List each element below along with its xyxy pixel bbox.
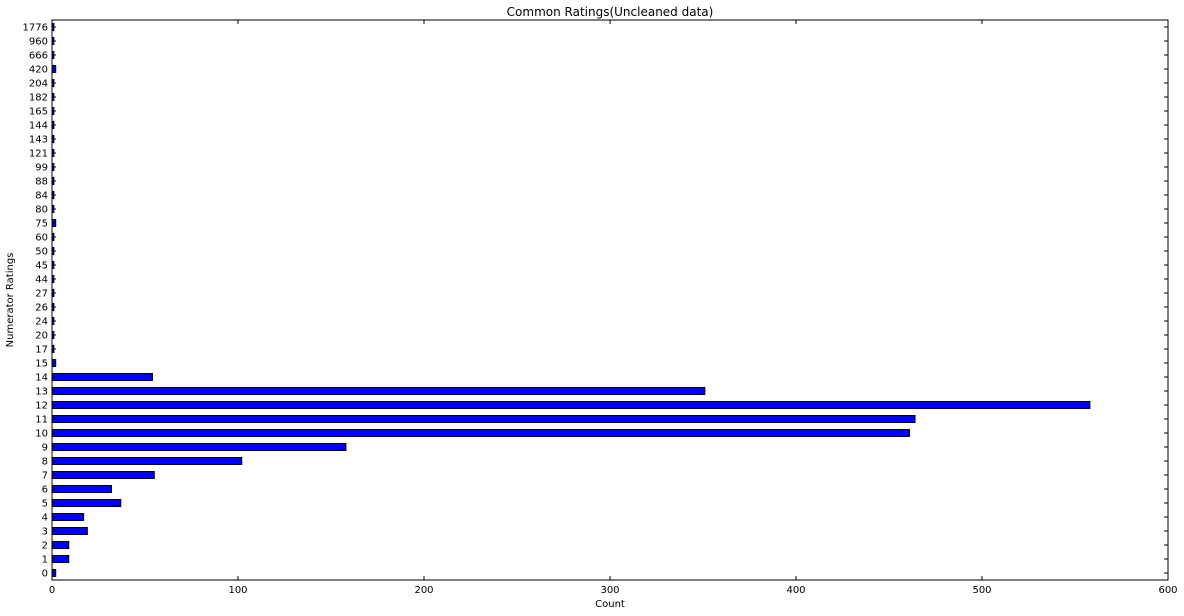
bar-14 [51, 373, 153, 381]
y-axis-ticks: 0123456789101112131415172024262744455060… [23, 23, 1168, 580]
y-tick-label-6: 6 [42, 485, 48, 496]
y-tick-label-960: 960 [29, 37, 48, 48]
bar-13 [51, 387, 706, 395]
y-tick-label-60: 60 [35, 233, 48, 244]
y-tick-label-2: 2 [42, 541, 48, 552]
y-tick-label-9: 9 [42, 443, 48, 454]
x-tick-label-500: 500 [972, 585, 991, 596]
chart-title: Common Ratings(Uncleaned data) [507, 5, 714, 19]
y-tick-label-50: 50 [35, 247, 48, 258]
y-tick-label-3: 3 [42, 527, 48, 538]
y-tick-label-13: 13 [35, 387, 48, 398]
x-tick-label-300: 300 [600, 585, 619, 596]
y-axis-label: Numerator Ratings [5, 253, 16, 348]
y-tick-label-4: 4 [42, 513, 48, 524]
y-tick-label-121: 121 [29, 149, 48, 160]
x-tick-label-200: 200 [414, 585, 433, 596]
y-tick-label-12: 12 [35, 401, 48, 412]
y-tick-label-20: 20 [35, 331, 48, 342]
y-tick-label-204: 204 [29, 79, 48, 90]
bar-11 [51, 415, 916, 423]
y-tick-label-8: 8 [42, 457, 48, 468]
bar-9 [51, 443, 347, 451]
bar-3 [51, 527, 88, 535]
y-tick-label-144: 144 [29, 121, 48, 132]
plot-frame [51, 19, 1169, 581]
y-tick-label-666: 666 [29, 51, 48, 62]
bar-5 [51, 499, 122, 507]
bar-7 [51, 471, 155, 479]
x-tick-label-100: 100 [228, 585, 247, 596]
y-tick-label-420: 420 [29, 65, 48, 76]
bar-6 [51, 485, 113, 493]
y-tick-label-44: 44 [35, 275, 48, 286]
x-axis-label: Count [595, 599, 625, 610]
y-tick-label-24: 24 [35, 317, 48, 328]
bar-4 [51, 513, 85, 521]
y-tick-label-10: 10 [35, 429, 48, 440]
y-tick-label-11: 11 [35, 415, 48, 426]
bar-10 [51, 429, 910, 437]
bar-8 [51, 457, 243, 465]
plot-background [52, 20, 1168, 580]
x-tick-label-0: 0 [49, 585, 55, 596]
y-tick-label-45: 45 [35, 261, 48, 272]
bar-12 [51, 401, 1091, 409]
y-tick-label-14: 14 [35, 373, 48, 384]
bars-group [51, 23, 1091, 577]
y-tick-label-26: 26 [35, 303, 48, 314]
y-tick-label-1776: 1776 [23, 23, 48, 34]
y-tick-label-182: 182 [29, 93, 48, 104]
y-tick-label-165: 165 [29, 107, 48, 118]
y-tick-label-17: 17 [35, 345, 48, 356]
x-tick-label-600: 600 [1158, 585, 1177, 596]
y-tick-label-5: 5 [42, 499, 48, 510]
y-tick-label-143: 143 [29, 135, 48, 146]
y-tick-label-0: 0 [42, 569, 48, 580]
y-tick-label-27: 27 [35, 289, 48, 300]
y-tick-label-80: 80 [35, 205, 48, 216]
y-tick-label-75: 75 [35, 219, 48, 230]
y-tick-label-7: 7 [42, 471, 48, 482]
y-tick-label-1: 1 [42, 555, 48, 566]
y-tick-label-99: 99 [35, 163, 48, 174]
y-tick-label-88: 88 [35, 177, 48, 188]
y-tick-label-84: 84 [35, 191, 48, 202]
x-tick-label-400: 400 [786, 585, 805, 596]
y-tick-label-15: 15 [35, 359, 48, 370]
